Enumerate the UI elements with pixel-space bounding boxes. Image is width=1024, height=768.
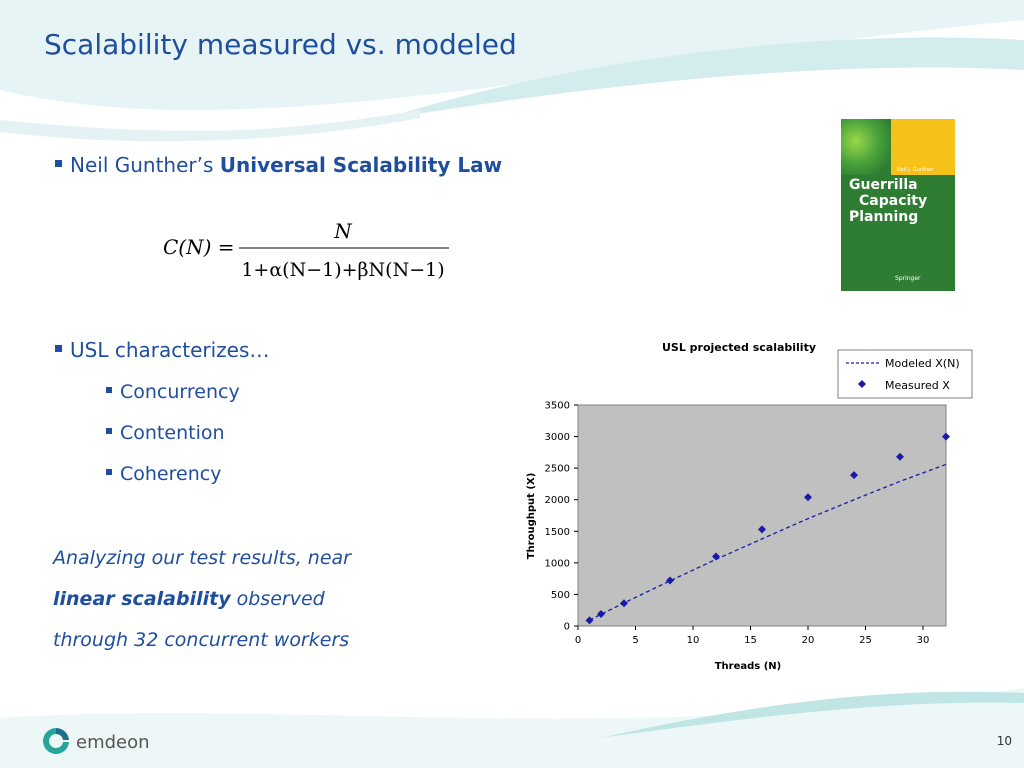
y-tick-label: 500 (551, 590, 570, 601)
usl-chart: USL projected scalability 0 500 1000 1500 20… (510, 332, 980, 677)
bullet-usl-law: Neil Gunther’s Universal Scalability Law (55, 153, 502, 177)
measured-point (597, 610, 605, 619)
note-bold: linear scalability (53, 588, 231, 610)
book-cover-image: Neil J. Gunther Guerrilla Capacity Plann… (841, 119, 955, 291)
usl-formula: C(N) = N 1+α(N−1)+βN(N−1) (163, 219, 449, 281)
book-author: Neil J. Gunther (897, 167, 934, 173)
bullet-prefix: Neil Gunther’s (70, 153, 214, 177)
book-title: Guerrilla Capacity Planning (849, 177, 927, 225)
book-title-line: Planning (849, 209, 919, 225)
legend-modeled-label: Modeled X(N) (885, 357, 960, 370)
bullet-square-icon (106, 386, 112, 393)
bullet-square-icon (55, 160, 62, 167)
chart-legend: Modeled X(N) Measured X (837, 349, 973, 399)
sub-bullet-text: Contention (120, 422, 225, 444)
x-tick-label: 25 (859, 635, 872, 646)
book-cover-art (841, 119, 891, 175)
note-line-1: Analyzing our test results, near (53, 547, 351, 569)
measured-point (712, 552, 720, 561)
note-line-2-rest: observed (236, 588, 325, 610)
note-line-3: through 32 concurrent workers (53, 629, 350, 651)
y-tick-label: 1500 (545, 527, 570, 538)
y-tick-label: 3500 (545, 401, 570, 412)
bullet-square-icon (106, 427, 112, 434)
measured-point (804, 493, 812, 502)
measured-point (942, 432, 950, 441)
bullet-bold-text: Universal Scalability Law (219, 153, 503, 177)
sub-bullet-contention: Contention (106, 422, 225, 444)
x-tick-label: 20 (802, 635, 815, 646)
legend-box (837, 349, 973, 399)
y-tick-label: 2000 (545, 495, 570, 506)
logo-wordmark: emdeon (76, 732, 150, 753)
emdeon-logo (43, 727, 69, 754)
formula-lhs: C(N) = (163, 235, 235, 259)
formula-numerator: N (333, 219, 353, 243)
bullet-square-icon (55, 345, 62, 352)
measured-point (585, 616, 594, 625)
bullet-square-icon (106, 468, 112, 475)
measured-point (758, 525, 766, 534)
logo-mark-icon (43, 728, 69, 754)
note-line-2: linear scalability observed (53, 579, 453, 620)
y-tick-label: 0 (564, 622, 570, 633)
legend-measured-label: Measured X (885, 379, 950, 392)
logo-mark-accent-icon (56, 727, 69, 740)
chart-title: USL projected scalability (662, 341, 816, 354)
x-axis-label: Threads (N) (715, 661, 782, 672)
x-tick-label: 10 (687, 635, 700, 646)
slide-title: Scalability measured vs. modeled (44, 28, 517, 61)
measured-point (850, 471, 858, 480)
y-tick-label: 1000 (545, 558, 570, 569)
y-tick-label: 3000 (545, 432, 570, 443)
measured-point (896, 452, 904, 461)
sub-bullet-concurrency: Concurrency (106, 381, 240, 403)
book-title-line: Capacity (859, 193, 928, 209)
x-tick-label: 30 (917, 635, 930, 646)
x-tick-label: 5 (632, 635, 638, 646)
formula-denominator: 1+α(N−1)+βN(N−1) (241, 259, 444, 281)
bullet-usl-characterizes: USL characterizes… (55, 338, 269, 362)
x-axis-ticks: 0 5 10 15 20 25 30 (575, 626, 930, 646)
sub-bullet-coherency: Coherency (106, 463, 221, 485)
plot-area (577, 404, 947, 627)
book-title-line: Guerrilla (849, 177, 918, 193)
sub-bullet-text: Concurrency (120, 381, 240, 403)
legend-measured-marker (858, 380, 866, 388)
series-modeled-line (589, 463, 947, 621)
book-publisher: Springer (895, 275, 921, 282)
sub-bullet-text: Coherency (120, 463, 222, 485)
x-tick-label: 15 (744, 635, 757, 646)
analysis-note: Analyzing our test results, near linear … (53, 538, 453, 661)
series-layer (585, 432, 950, 625)
x-tick-label: 0 (575, 635, 581, 646)
y-axis-ticks: 0 500 1000 1500 2000 2500 3000 3500 (545, 401, 578, 633)
measured-point (620, 599, 628, 608)
y-tick-label: 2500 (545, 464, 570, 475)
y-axis-label: Throughput (X) (526, 473, 537, 560)
page-number: 10 (996, 734, 1012, 748)
bullet-text: USL characterizes… (70, 338, 270, 362)
measured-point (666, 576, 674, 585)
